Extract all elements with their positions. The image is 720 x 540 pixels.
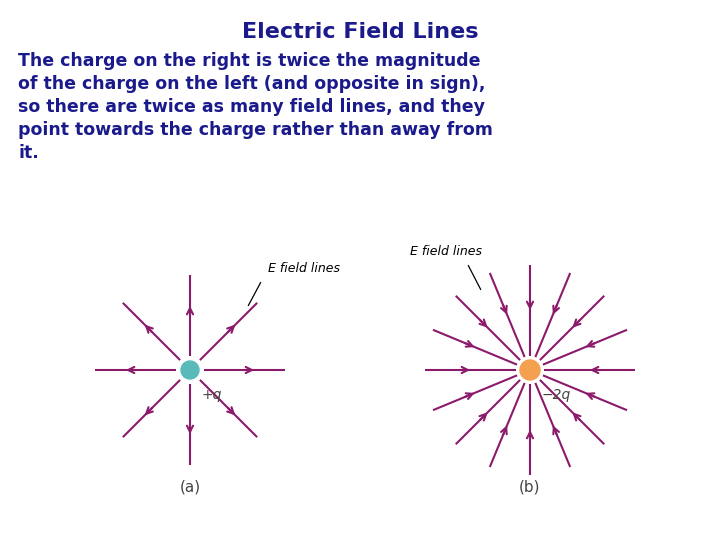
Text: −2q: −2q	[542, 388, 571, 402]
Text: E field lines: E field lines	[410, 245, 482, 258]
Text: +q: +q	[202, 388, 222, 402]
Text: (a): (a)	[179, 480, 201, 495]
Text: (b): (b)	[519, 480, 541, 495]
Text: Electric Field Lines: Electric Field Lines	[242, 22, 478, 42]
Text: The charge on the right is twice the magnitude
of the charge on the left (and op: The charge on the right is twice the mag…	[18, 52, 493, 161]
Text: E field lines: E field lines	[268, 262, 340, 275]
Circle shape	[181, 361, 199, 379]
Circle shape	[520, 360, 540, 380]
